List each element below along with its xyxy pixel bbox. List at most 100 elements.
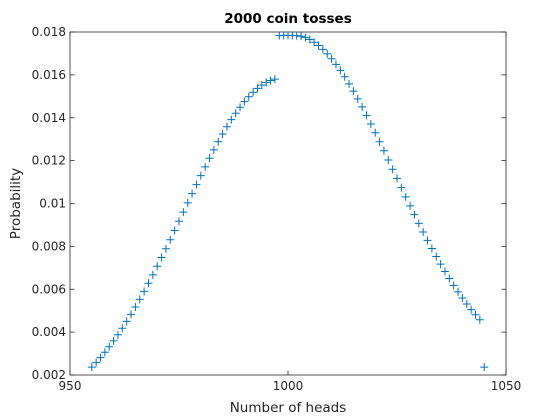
data-point-marker [427, 244, 436, 253]
data-point-marker [236, 103, 245, 112]
data-point-marker [327, 54, 336, 63]
data-point-marker [331, 60, 340, 69]
data-markers [87, 31, 489, 372]
chart-title: 2000 coin tosses [224, 11, 351, 27]
data-point-marker [384, 155, 393, 164]
y-tick-labels: 0.002 0.004 0.006 0.008 0.01 0.012 0.014 0.016 0… [32, 25, 66, 382]
axis-ticks [69, 31, 507, 376]
data-point-marker [249, 88, 258, 97]
data-point-marker [201, 162, 210, 171]
data-point-marker [105, 342, 114, 351]
data-point-marker [144, 279, 153, 288]
data-point-marker [188, 189, 197, 198]
data-point-marker [135, 295, 144, 304]
data-point-marker [314, 41, 323, 50]
data-point-marker [262, 78, 271, 87]
data-point-marker [345, 79, 354, 88]
data-point-marker [175, 217, 183, 226]
data-point-marker [362, 111, 371, 120]
data-point-marker [480, 363, 489, 372]
x-tick-label: 1000 [273, 379, 304, 393]
y-tick-label: 0.006 [32, 282, 66, 296]
data-point-marker [161, 244, 170, 253]
data-point-marker [310, 38, 319, 47]
plot-area: 950 1000 1050 0.002 0.004 0.006 0.008 0.01 0.01… [32, 25, 522, 393]
data-point-marker [379, 146, 388, 155]
y-axis-title: Probability [8, 168, 24, 239]
data-point-marker [122, 317, 131, 326]
data-point-marker [253, 84, 262, 93]
data-point-marker [318, 45, 327, 54]
data-point-marker [205, 154, 214, 163]
data-point-marker [231, 109, 240, 118]
data-point-marker [366, 119, 375, 128]
data-point-marker [462, 300, 471, 309]
y-tick-label: 0.004 [32, 325, 66, 339]
data-point-marker [96, 353, 105, 362]
data-point-marker [192, 180, 201, 189]
data-point-marker [406, 201, 415, 210]
data-point-marker [458, 294, 467, 303]
data-point-marker [131, 303, 140, 312]
data-point-marker [401, 192, 410, 201]
y-tick-label: 0.002 [32, 368, 66, 382]
data-point-marker [148, 270, 157, 279]
data-point-marker [432, 252, 441, 261]
data-point-marker [92, 358, 101, 367]
data-point-marker [471, 310, 480, 319]
data-point-marker [118, 324, 127, 333]
data-point-marker [414, 219, 423, 228]
data-point-marker [222, 122, 231, 131]
data-point-marker [336, 66, 345, 75]
x-tick-label: 950 [59, 379, 82, 393]
data-point-marker [440, 267, 449, 276]
data-point-marker [475, 315, 484, 324]
data-point-marker [388, 165, 397, 174]
data-point-marker [166, 235, 175, 244]
data-point-marker [393, 174, 401, 183]
data-point-marker [358, 102, 367, 111]
data-point-marker [196, 171, 205, 180]
data-point-marker [87, 363, 96, 372]
data-point-marker [170, 226, 179, 235]
data-point-marker [371, 128, 380, 137]
x-tick-labels: 950 1000 1050 [59, 379, 522, 393]
y-tick-label: 0.018 [32, 25, 66, 39]
data-point-marker [257, 81, 266, 90]
data-point-marker [323, 49, 332, 58]
data-point-marker [157, 253, 166, 262]
data-point-marker [445, 274, 454, 283]
axes-box [69, 31, 507, 376]
data-point-marker [375, 137, 384, 146]
y-tick-label: 0.012 [32, 154, 66, 168]
data-point-marker [449, 281, 458, 290]
data-point-marker [113, 330, 122, 339]
data-point-marker [214, 137, 223, 146]
data-point-marker [109, 336, 118, 345]
data-point-marker [410, 210, 419, 219]
y-tick-label: 0.014 [32, 111, 66, 125]
data-point-marker [349, 87, 358, 96]
y-tick-label: 0.016 [32, 68, 66, 82]
data-point-marker [179, 208, 188, 217]
data-point-marker [292, 31, 301, 40]
x-tick-label: 1050 [491, 379, 522, 393]
data-point-marker [183, 198, 192, 207]
data-point-marker [436, 260, 445, 269]
data-point-marker [353, 94, 362, 103]
data-point-marker [266, 76, 275, 85]
data-point-marker [240, 97, 249, 106]
data-point-marker [305, 35, 314, 44]
data-point-marker [227, 115, 236, 124]
data-point-marker [397, 183, 406, 192]
data-point-marker [153, 262, 162, 271]
y-tick-label: 0.01 [39, 197, 66, 211]
data-point-marker [301, 33, 310, 42]
data-point-marker [209, 145, 218, 154]
data-point-marker [340, 72, 349, 81]
data-point-marker [423, 236, 432, 245]
y-tick-label: 0.008 [32, 239, 66, 253]
data-point-marker [270, 75, 279, 84]
data-point-marker [140, 287, 149, 296]
